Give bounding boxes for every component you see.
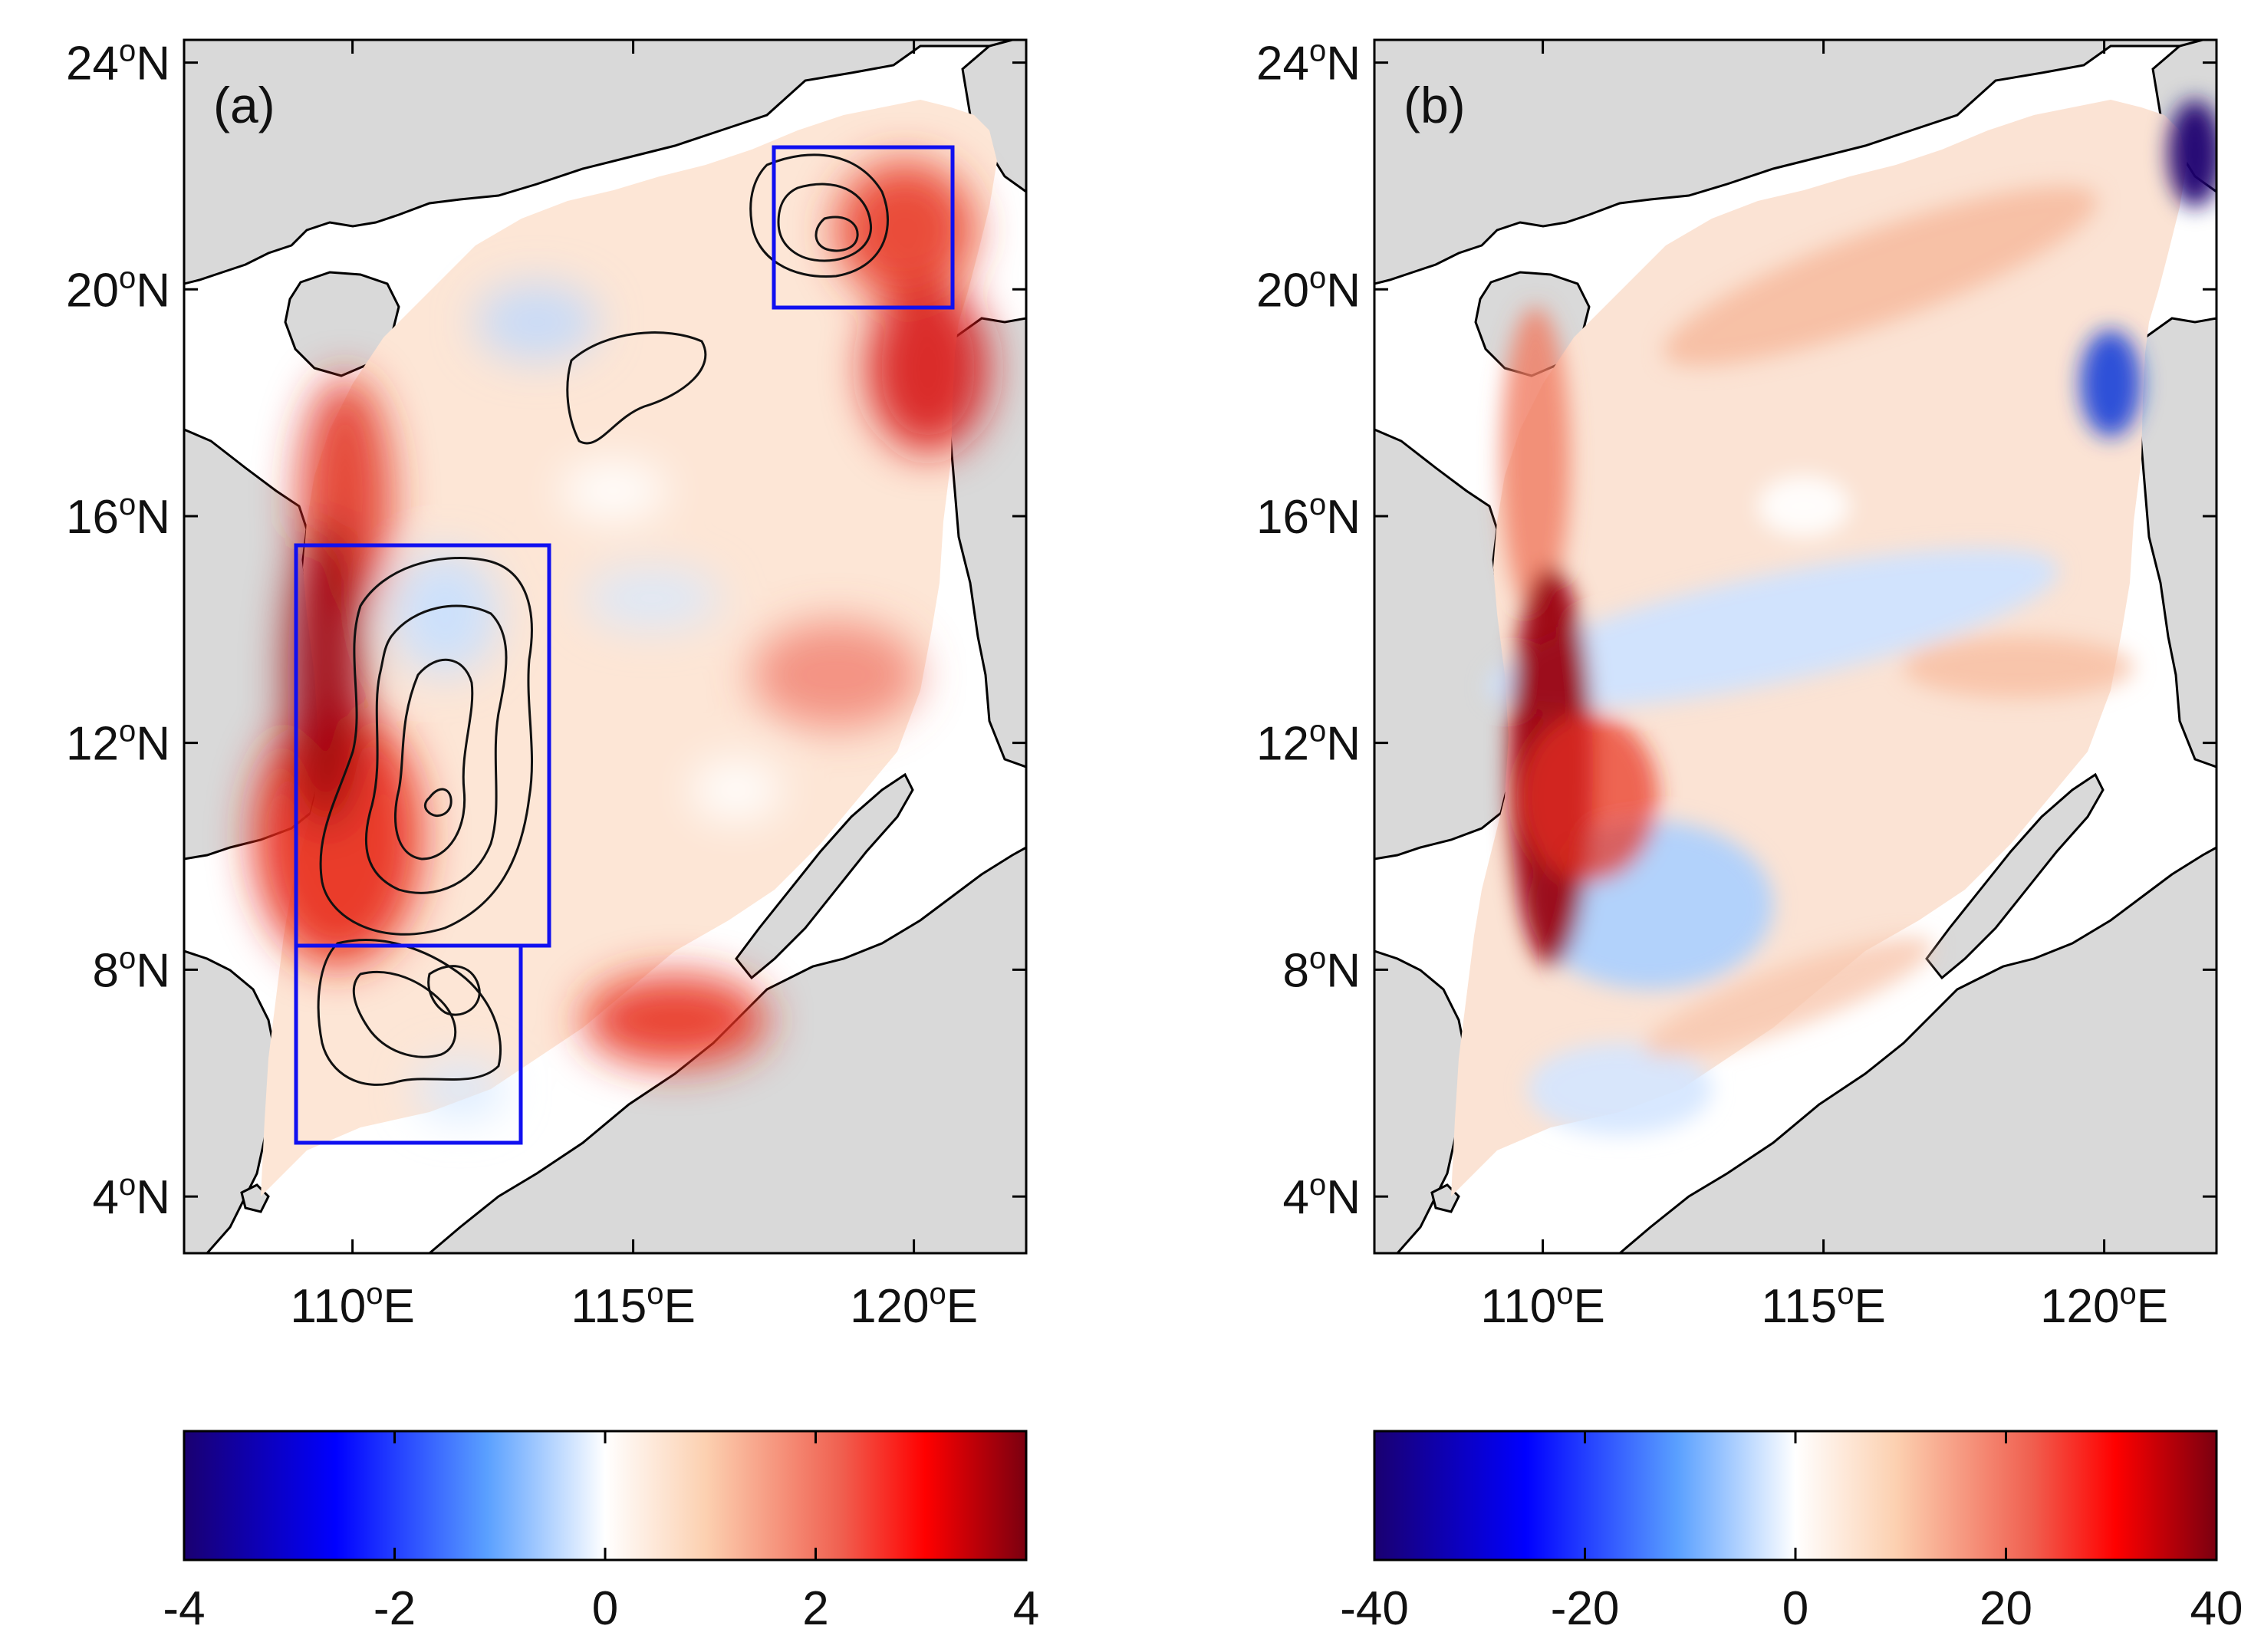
colorbar-tick-label: -40 — [1340, 1582, 1409, 1635]
y-tick-label: 4oN — [92, 1168, 170, 1224]
colorbar-tick-label: 40 — [2190, 1582, 2243, 1635]
blob-a-blue3 — [583, 568, 721, 629]
blob-b-blue-taiwan — [2168, 100, 2216, 207]
blob-b-red-s — [1644, 936, 1933, 1058]
y-tick-label: 24oN — [1256, 35, 1361, 90]
axis-ticks-a: 24oN 20oN 16oN 12oN 8oN 4oN 110oE 115oE 120oE — [66, 35, 1026, 1333]
x-tick-label: 110oE — [1480, 1277, 1604, 1333]
x-tick-label: 115oE — [571, 1277, 695, 1333]
blob-b-red-vn2 — [1520, 713, 1658, 882]
colorbar-a-bar — [183, 1430, 1028, 1562]
axis-ticks-b: 24oN 20oN 16oN 12oN 8oN 4oN 110oE 115oE 120oE — [1256, 35, 2216, 1333]
blob-a-mid — [752, 621, 920, 729]
blob-b-blue-band — [1488, 548, 2058, 709]
panel-label-a: (a) — [213, 77, 275, 133]
colorbar-tick-label: -2 — [374, 1582, 416, 1635]
x-tick-label: 115oE — [1761, 1277, 1885, 1333]
colorbar-tick-label: 20 — [1979, 1582, 2032, 1635]
colorbar-b-bar — [1373, 1430, 2218, 1562]
blob-b-red-mid — [1904, 637, 2134, 698]
blob-b-red-north — [1664, 186, 2098, 367]
land-b — [1374, 40, 2216, 1253]
land-palawan — [735, 772, 914, 980]
y-tick-label: 12oN — [1256, 715, 1361, 771]
blob-b-red-coast — [1501, 307, 1570, 614]
contours-a — [317, 153, 889, 1086]
colorbar-a: -4 -2 0 2 4 — [163, 1430, 1039, 1635]
blob-a-n2 — [867, 284, 989, 452]
blob-a-blue4 — [414, 1058, 506, 1120]
colorbar-b-ticks: -40 -20 0 20 40 — [1340, 1431, 2243, 1635]
field-b — [1451, 100, 2216, 1196]
field-a-base — [261, 100, 997, 1196]
panel-a: (a) 24oN 20oN 16oN 12oN 8oN 4oN 110oE 115oE 120o… — [66, 35, 1028, 1333]
colorbar-a-ticks: -4 -2 0 2 4 — [163, 1431, 1039, 1635]
y-tick-label: 8oN — [92, 941, 170, 997]
land-palawan-b — [1925, 772, 2105, 980]
blob-a-blue1 — [476, 284, 598, 360]
land-mainland-china-b — [1374, 40, 2216, 285]
blob-a-vcoast — [288, 522, 364, 828]
box-luzon-strait — [772, 145, 955, 310]
boxes-a — [294, 145, 955, 1145]
blob-a-border — [583, 974, 767, 1066]
y-tick-label: 4oN — [1282, 1168, 1361, 1224]
colorbar-b: -40 -20 0 20 40 — [1340, 1430, 2243, 1635]
blob-a-blue2 — [391, 552, 499, 675]
blob-a-n — [836, 161, 974, 299]
blob-b-white — [1758, 476, 1850, 537]
y-tick-label: 20oN — [66, 261, 170, 317]
blob-b-blue-luzon — [2080, 330, 2141, 437]
y-tick-label: 16oN — [66, 488, 170, 544]
y-tick-label: 20oN — [1256, 261, 1361, 317]
y-tick-label: 24oN — [66, 35, 170, 90]
map-frame-a — [183, 38, 1028, 1255]
colorbar-tick-label: 0 — [1782, 1582, 1808, 1635]
panel-label-b: (b) — [1404, 77, 1466, 133]
blob-b-blue-s2 — [1528, 1043, 1712, 1135]
colorbar-tick-label: 0 — [592, 1582, 618, 1635]
map-frame-b — [1373, 38, 2218, 1255]
colorbar-tick-label: 4 — [1013, 1582, 1039, 1635]
x-tick-label: 110oE — [290, 1277, 414, 1333]
box-southern — [294, 943, 523, 1145]
land-mainland-china — [184, 40, 1026, 285]
y-tick-label: 16oN — [1256, 488, 1361, 544]
colorbar-tick-label: 2 — [802, 1582, 828, 1635]
x-tick-label: 120oE — [850, 1277, 978, 1333]
y-tick-label: 12oN — [66, 715, 170, 771]
x-tick-label: 120oE — [2040, 1277, 2168, 1333]
colorbar-tick-label: -20 — [1551, 1582, 1620, 1635]
blob-a-white2 — [690, 759, 782, 821]
blob-a-white — [560, 460, 667, 522]
panel-b: (b) 24oN 20oN 16oN 12oN 8oN 4oN 110oE 115oE 120o… — [1256, 35, 2218, 1333]
land-borneo-b — [1617, 846, 2216, 1253]
land-luzon-b — [2136, 317, 2216, 768]
y-tick-label: 8oN — [1282, 941, 1361, 997]
colorbar-tick-label: -4 — [163, 1582, 205, 1635]
